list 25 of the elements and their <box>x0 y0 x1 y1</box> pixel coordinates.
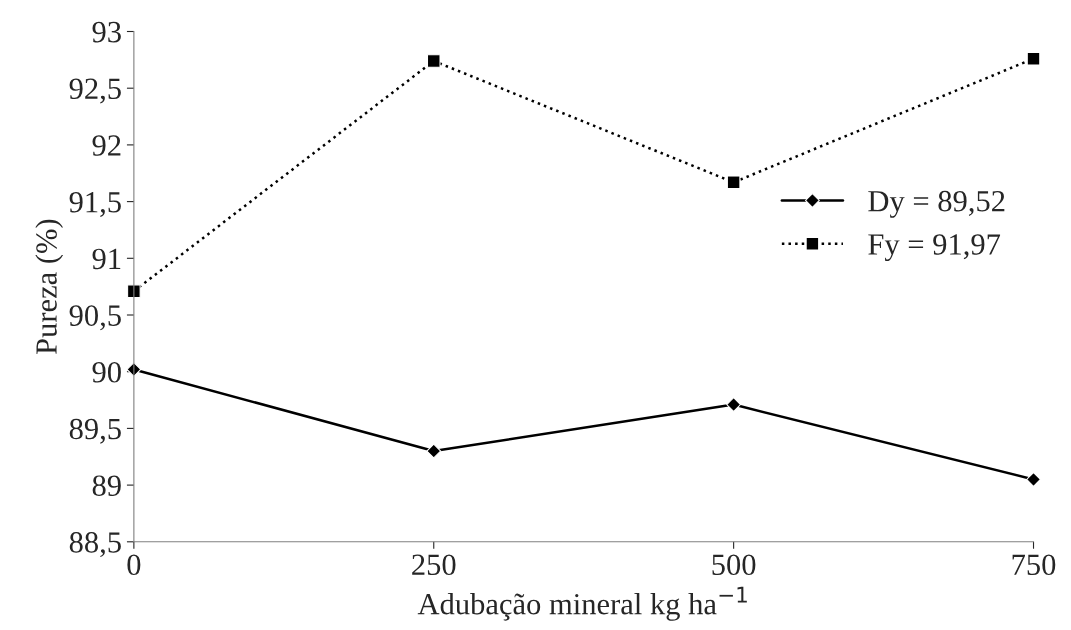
y-tick-label: 91,5 <box>69 191 121 217</box>
point <box>426 443 442 459</box>
y-tick-label: 92 <box>92 135 121 156</box>
legend-label: Dy = 89,52 <box>868 190 1005 218</box>
y-axis-title: Pureza (%) <box>35 219 64 355</box>
point <box>726 175 741 190</box>
point <box>726 397 742 412</box>
y-tick-label: 92,5 <box>69 78 121 104</box>
y-tick-label: 88,5 <box>69 532 121 558</box>
x-tick-label: 0 <box>127 554 141 576</box>
point <box>426 54 441 68</box>
x-axis-title: Adubação mineral kg ha$^{−1}$ <box>417 586 747 621</box>
y-tick-label: 90,5 <box>69 305 121 331</box>
x-tick-label: 250 <box>412 554 456 576</box>
point <box>127 284 141 298</box>
x-tick-label: 750 <box>1012 554 1056 576</box>
y-tick-label: 93 <box>92 21 121 43</box>
y-tick-label: 89 <box>92 475 121 496</box>
legend-label: Fy = 91,97 <box>868 234 1001 262</box>
point <box>1026 472 1041 487</box>
y-tick-label: 89,5 <box>69 418 121 444</box>
x-tick-label: 500 <box>712 554 756 576</box>
point <box>1026 51 1041 66</box>
y-tick-label: 91 <box>92 248 121 270</box>
y-tick-label: 90 <box>92 361 121 383</box>
